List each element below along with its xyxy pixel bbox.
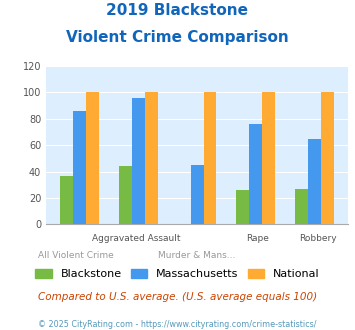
Legend: Blackstone, Massachusetts, National: Blackstone, Massachusetts, National xyxy=(31,265,324,284)
Bar xyxy=(60,176,73,224)
Text: Violent Crime Comparison: Violent Crime Comparison xyxy=(66,30,289,45)
Text: Robbery: Robbery xyxy=(299,234,337,243)
Bar xyxy=(295,189,308,224)
Bar xyxy=(262,92,275,224)
Bar xyxy=(144,92,158,224)
Bar xyxy=(250,124,262,224)
Bar xyxy=(132,98,144,224)
Text: Aggravated Assault: Aggravated Assault xyxy=(92,234,181,243)
Bar xyxy=(236,190,250,224)
Bar xyxy=(73,111,86,224)
Text: Compared to U.S. average. (U.S. average equals 100): Compared to U.S. average. (U.S. average … xyxy=(38,292,317,302)
Text: All Violent Crime: All Violent Crime xyxy=(38,251,114,260)
Text: Murder & Mans...: Murder & Mans... xyxy=(158,251,236,260)
Bar xyxy=(308,139,321,224)
Text: Rape: Rape xyxy=(246,234,269,243)
Text: © 2025 CityRating.com - https://www.cityrating.com/crime-statistics/: © 2025 CityRating.com - https://www.city… xyxy=(38,320,317,329)
Bar xyxy=(191,165,203,224)
Bar xyxy=(203,92,217,224)
Text: 2019 Blackstone: 2019 Blackstone xyxy=(106,3,248,18)
Bar xyxy=(321,92,334,224)
Bar xyxy=(119,166,132,224)
Bar xyxy=(86,92,99,224)
